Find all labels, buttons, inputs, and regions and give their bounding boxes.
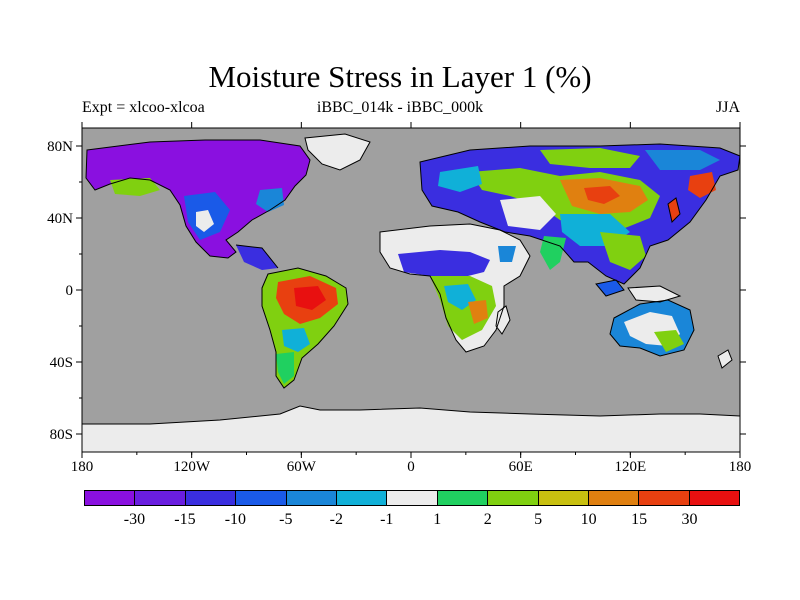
colorbar-swatch [537, 490, 589, 506]
colorbar-label: 1 [433, 511, 442, 528]
experiment-label: Expt = xlcoo-xlcoa [82, 99, 205, 116]
colorbar-label: 15 [631, 511, 648, 528]
colorbar-swatch [688, 490, 741, 506]
lon-label: 60E [509, 459, 533, 475]
lat-label: 40S [50, 355, 73, 371]
colorbar-label: 30 [681, 511, 698, 528]
colorbar-label: -30 [123, 511, 146, 528]
colorbar-swatch [335, 490, 388, 506]
colorbar-label: -1 [380, 511, 394, 528]
season-label: JJA [715, 99, 740, 116]
colorbar-swatch [638, 490, 690, 506]
colorbar-swatch [84, 490, 136, 506]
colorbar-label: -15 [174, 511, 196, 528]
lat-label: 80S [50, 427, 73, 443]
colorbar-swatch [487, 490, 539, 506]
colorbar-label: -5 [279, 511, 293, 528]
lat-label: 0 [66, 283, 74, 299]
lon-label: 120W [173, 459, 211, 475]
colorbar-label: -10 [224, 511, 247, 528]
lon-label: 0 [407, 459, 415, 475]
colorbar-swatch [235, 490, 287, 506]
colorbar-label: 2 [483, 511, 492, 528]
colorbar-swatch [134, 490, 186, 506]
colorbar [84, 490, 741, 506]
colorbar-swatch [184, 490, 237, 506]
land-field [82, 134, 740, 452]
colorbar-swatch [285, 490, 337, 506]
lon-label: 180 [729, 459, 752, 475]
lat-label: 40N [47, 211, 73, 227]
colorbar-swatch [436, 490, 489, 506]
lat-label: 80N [47, 139, 73, 155]
colorbar-label: -2 [329, 511, 343, 528]
lon-label: 60W [287, 459, 317, 475]
colorbar-swatch [587, 490, 640, 506]
axis-ticks: 80N 40N 0 40S 80S 180 120W 60W 0 60E 120E 180 [47, 122, 751, 475]
case-difference-label: iBBC_014k - iBBC_000k [316, 99, 484, 116]
colorbar-label: 5 [534, 511, 543, 528]
colorbar-label: 10 [580, 511, 597, 528]
lon-label: 120E [614, 459, 646, 475]
coastlines [82, 133, 741, 425]
map-title: Moisture Stress in Layer 1 (%) [208, 59, 592, 94]
colorbar-swatch [386, 490, 438, 506]
lon-label: 180 [71, 459, 94, 475]
